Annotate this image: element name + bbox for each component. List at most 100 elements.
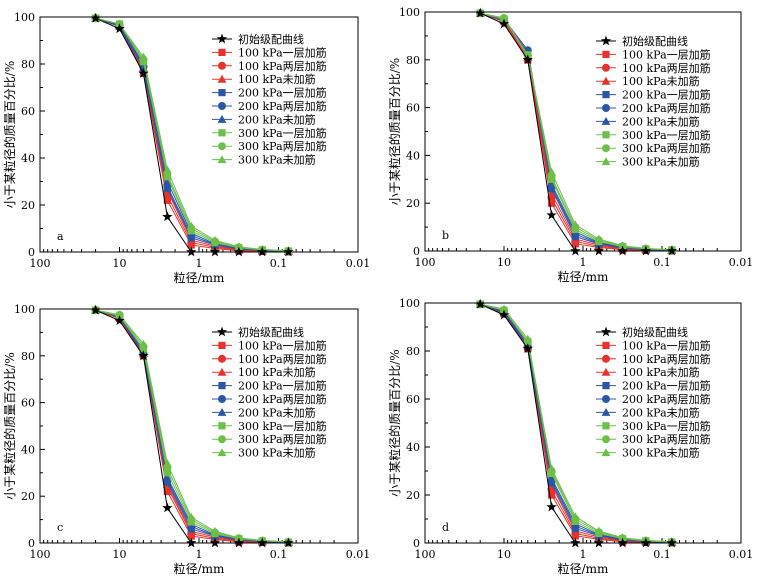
data-point [234,242,244,251]
y-tick-label: 0 [413,537,420,550]
data-point [163,196,171,204]
data-point [210,526,220,535]
panel-label: c [57,521,63,534]
y-tick-label: 40 [406,441,420,454]
legend-label: 300 kPa两层加筋 [622,432,711,446]
data-point [617,245,628,256]
data-point [162,459,172,467]
data-point [186,221,196,230]
data-point [499,304,509,313]
x-tick-label: 100 [415,256,436,269]
legend-item: 100 kPa两层加筋 [212,59,327,73]
x-tick-label: 1 [196,257,203,270]
legend-label: 300 kPa两层加筋 [238,139,327,153]
legend-item: 200 kPa两层加筋 [596,101,711,115]
legend-marker [218,129,226,137]
data-point [618,533,628,542]
data-point [475,298,486,309]
data-point [594,234,604,243]
legend-marker [600,326,612,337]
legend-item: 300 kPa一层加筋 [212,126,327,140]
legend-item: 300 kPa未加筋 [212,446,316,460]
legend-label: 300 kPa未加筋 [622,155,700,169]
y-axis-label: 小于某粒径的质量百分比/% [387,349,402,496]
legend-marker [602,104,610,112]
data-point [233,537,245,548]
legend-label: 200 kPa未加筋 [238,112,316,126]
legend-marker [218,102,226,110]
legend-label: 100 kPa未加筋 [238,72,316,86]
data-point [186,512,196,521]
legend-marker [601,408,611,416]
data-point [640,537,652,548]
y-tick-label: 0 [413,245,420,258]
y-tick-label: 100 [399,6,420,19]
x-tick-label: 1 [580,256,587,269]
legend-marker [602,435,610,444]
data-point [617,537,628,548]
legend-marker [601,76,611,85]
legend-marker [602,422,610,430]
data-point [209,537,221,548]
y-tick-label: 40 [21,152,35,165]
data-point [139,339,148,348]
legend-item: 100 kPa未加筋 [212,72,316,86]
legend-marker [602,63,610,72]
data-point [666,537,678,548]
legend-item: 100 kPa两层加筋 [596,352,711,366]
legend-marker [218,354,226,363]
legend-marker [218,395,226,403]
y-tick-label: 80 [406,54,420,67]
legend-label: 200 kPa一层加筋 [622,379,711,393]
legend-item: 100 kPa未加筋 [212,365,316,379]
x-tick-label: 100 [30,257,51,270]
panel-label: a [57,230,64,243]
data-point [209,246,221,257]
y-tick-label: 20 [21,490,35,503]
legend-label: 200 kPa未加筋 [238,405,316,419]
data-point [546,501,557,512]
data-point [162,211,173,222]
legend-item: 100 kPa未加筋 [596,365,700,379]
legend-item: 100 kPa两层加筋 [212,352,327,366]
legend-item: 300 kPa未加筋 [212,153,316,167]
y-axis-label: 小于某粒径的质量百分比/% [2,61,17,208]
data-point [233,246,245,257]
legend-label: 200 kPa两层加筋 [622,101,711,115]
legend-label: 初始级配曲线 [622,325,688,339]
legend-label: 100 kPa未加筋 [622,365,700,379]
legend-marker [602,382,610,390]
legend-marker [602,50,610,58]
y-tick-label: 80 [406,345,420,358]
panel-label: d [442,521,449,534]
data-point [618,241,628,250]
legend-label: 200 kPa一层加筋 [238,379,327,393]
legend-label: 初始级配曲线 [238,32,304,46]
data-point [163,469,171,477]
y-tick-label: 80 [21,58,35,71]
data-point [523,334,533,343]
chart-panel-c: 100 10 1 0.1 0.01 0 20 40 60 80 100 粒径/mm 小于某粒径的质量百分… [2,303,370,576]
legend-label: 300 kPa一层加筋 [238,419,327,433]
legend-marker [218,142,226,151]
x-tick-label: 0.1 [270,257,288,270]
legend-label: 200 kPa一层加筋 [622,88,711,102]
data-point [162,177,172,186]
x-tick-label: 0.01 [346,548,371,561]
legend-marker [602,144,610,153]
data-point [593,537,604,548]
data-point [162,502,173,513]
legend-label: 200 kPa未加筋 [622,114,700,128]
legend-label: 100 kPa两层加筋 [622,352,711,366]
legend-marker [218,422,226,430]
legend-label: 100 kPa一层加筋 [622,47,711,61]
legend-item: 300 kPa未加筋 [596,155,700,169]
data-point [115,310,124,319]
legend-label: 100 kPa一层加筋 [238,338,327,352]
x-tick-label: 1 [196,548,203,561]
legend-item: 300 kPa一层加筋 [596,419,711,433]
x-tick-label: 10 [497,548,511,561]
data-point [257,537,268,548]
